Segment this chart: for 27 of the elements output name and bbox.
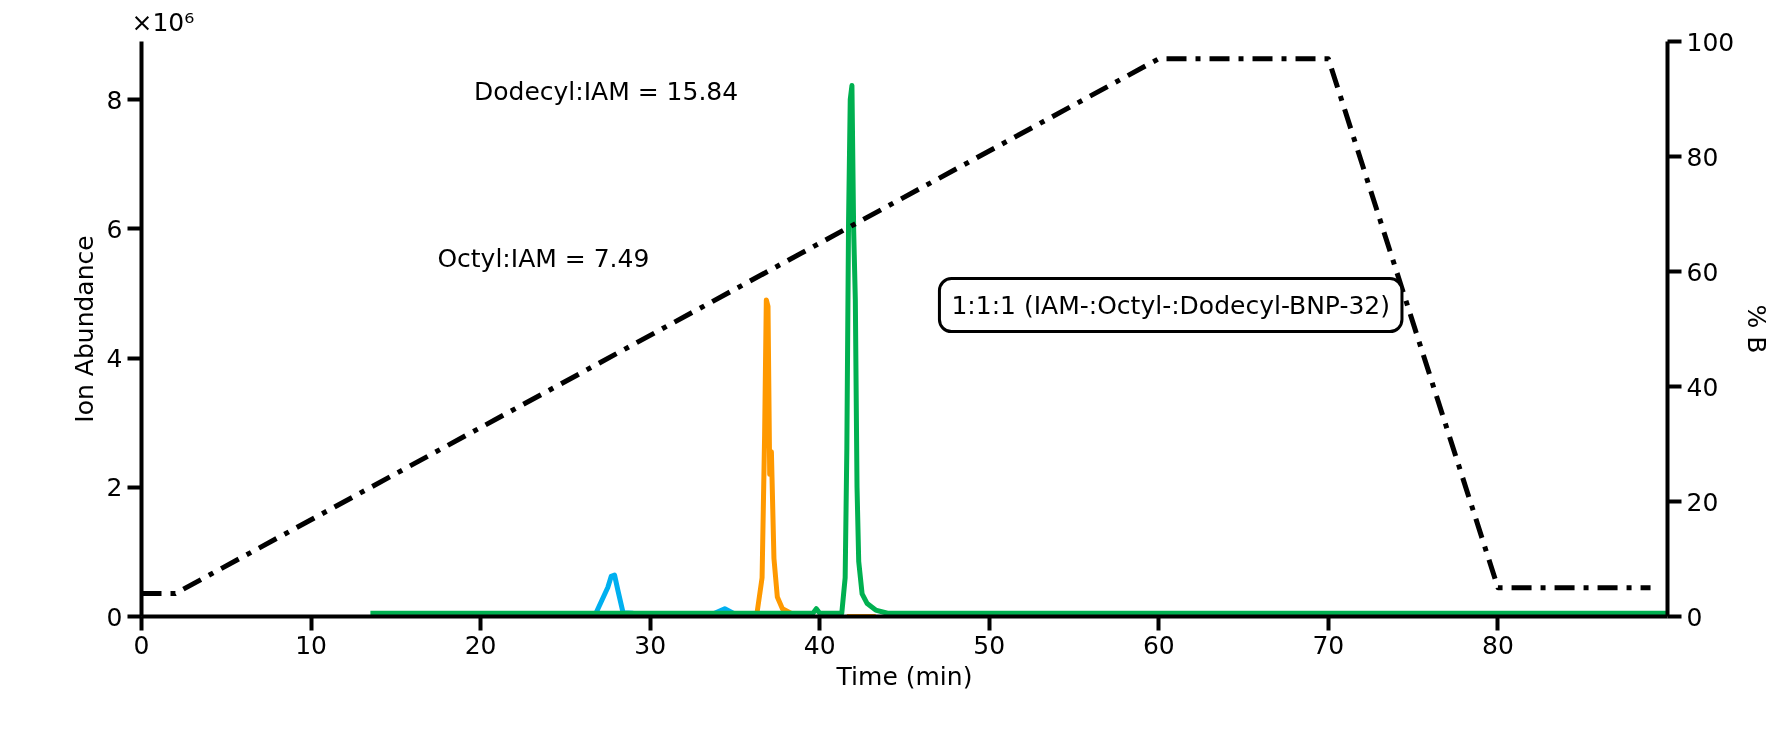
text: ×10⁶ xyxy=(131,7,195,37)
y-tick-label: 6 xyxy=(106,214,123,244)
annotation: Octyl:IAM = 7.49 xyxy=(437,244,650,274)
y-tick-label: 4 xyxy=(106,344,123,374)
y-tick-label: 0 xyxy=(106,602,123,632)
x-tick-label: 20 xyxy=(464,630,497,660)
x-tick-label: 80 xyxy=(1482,630,1514,660)
y-tick-label: 2 xyxy=(106,473,123,503)
x-tick-label: 70 xyxy=(1312,630,1345,660)
y2-tick-label: 40 xyxy=(1686,372,1719,402)
y-axis-title: Ion Abundance xyxy=(69,235,99,423)
x-tick-label: 60 xyxy=(1142,630,1175,660)
y-tick-label: 8 xyxy=(106,85,123,115)
annotation: Dodecyl:IAM = 15.84 xyxy=(474,76,739,106)
y2-tick-label: 20 xyxy=(1686,487,1719,517)
x-tick-label: 0 xyxy=(133,630,150,660)
y2-tick-label: 80 xyxy=(1686,142,1719,172)
y2-tick-label: 60 xyxy=(1686,257,1719,287)
x-axis-title: Time (min) xyxy=(835,661,973,691)
y2-tick-label: 0 xyxy=(1686,602,1703,632)
x-tick-label: 40 xyxy=(803,630,836,660)
x-tick-label: 30 xyxy=(634,630,667,660)
y2-tick-label: 100 xyxy=(1686,27,1735,57)
y2-axis-title: % B xyxy=(1742,304,1772,354)
annotation: 1:1:1 (IAM-:Octyl-:Dodecyl-BNP-32) xyxy=(951,290,1390,320)
x-tick-label: 10 xyxy=(295,630,327,660)
x-tick-label: 50 xyxy=(973,630,1006,660)
